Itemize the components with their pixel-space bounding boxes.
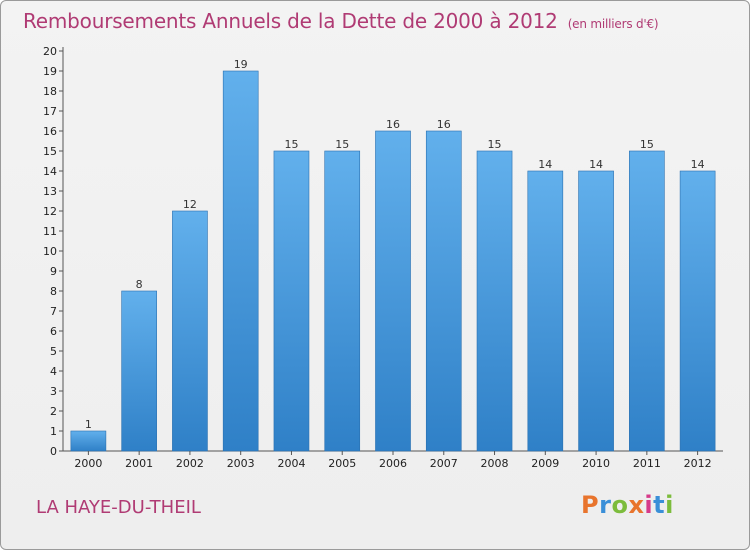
bar-value-label: 14 xyxy=(589,158,603,171)
bar xyxy=(679,170,716,452)
y-tick-label: 20 xyxy=(43,45,57,58)
bar xyxy=(222,70,259,452)
x-tick-label: 2009 xyxy=(531,457,559,470)
y-tick-label: 8 xyxy=(50,285,57,298)
x-tick-label: 2008 xyxy=(481,457,509,470)
bar-value-label: 1 xyxy=(85,418,92,431)
bar xyxy=(578,170,614,452)
bar-value-label: 15 xyxy=(640,138,654,151)
bar xyxy=(70,430,107,452)
x-tick-label: 2007 xyxy=(430,457,458,470)
y-tick-label: 14 xyxy=(43,165,57,178)
bar xyxy=(121,290,157,452)
y-tick-label: 17 xyxy=(43,105,57,118)
x-tick-label: 2003 xyxy=(227,457,255,470)
bar-value-label: 12 xyxy=(183,198,197,211)
bar xyxy=(172,210,208,452)
bar-value-label: 8 xyxy=(136,278,143,291)
y-tick-label: 12 xyxy=(43,205,57,218)
bar-value-label: 15 xyxy=(284,138,298,151)
bar-value-label: 16 xyxy=(437,118,451,131)
logo-letter: t xyxy=(653,491,666,519)
y-tick-label: 6 xyxy=(50,325,57,338)
logo-letter: P xyxy=(581,491,600,519)
y-tick-label: 5 xyxy=(50,345,57,358)
x-tick-label: 2002 xyxy=(176,457,204,470)
x-tick-label: 2001 xyxy=(125,457,153,470)
bar-value-label: 16 xyxy=(386,118,400,131)
y-tick-label: 11 xyxy=(43,225,57,238)
y-tick-label: 1 xyxy=(50,425,57,438)
bar xyxy=(527,170,564,452)
x-tick-label: 2000 xyxy=(74,457,102,470)
x-tick-label: 2004 xyxy=(277,457,305,470)
x-tick-label: 2011 xyxy=(633,457,661,470)
y-tick-label: 7 xyxy=(50,305,57,318)
bar-value-label: 15 xyxy=(488,138,502,151)
logo-letter: r xyxy=(599,491,612,519)
y-tick-label: 9 xyxy=(50,265,57,278)
chart-title: Remboursements Annuels de la Dette de 20… xyxy=(23,9,659,33)
bar xyxy=(324,150,361,452)
bar-value-label: 14 xyxy=(691,158,705,171)
proxiti-logo: Proxiti xyxy=(581,491,674,519)
bar xyxy=(425,130,462,452)
y-tick-label: 15 xyxy=(43,145,57,158)
bar-value-label: 19 xyxy=(234,58,248,71)
logo-letter: i xyxy=(644,491,654,519)
logo-letter: o xyxy=(611,491,629,519)
y-tick-label: 13 xyxy=(43,185,57,198)
y-tick-label: 0 xyxy=(50,445,57,458)
chart-unit: (en milliers d'€) xyxy=(567,17,659,31)
x-tick-label: 2012 xyxy=(684,457,712,470)
bar-value-label: 14 xyxy=(538,158,552,171)
y-tick-label: 10 xyxy=(43,245,57,258)
y-tick-label: 18 xyxy=(43,85,57,98)
y-tick-label: 19 xyxy=(43,65,57,78)
bar xyxy=(629,150,665,452)
y-tick-label: 4 xyxy=(50,365,57,378)
bar xyxy=(375,130,411,452)
x-tick-label: 2005 xyxy=(328,457,356,470)
bar xyxy=(476,150,513,452)
y-tick-label: 16 xyxy=(43,125,57,138)
bar-value-label: 15 xyxy=(335,138,349,151)
logo-letter: x xyxy=(628,491,645,519)
y-tick-label: 3 xyxy=(50,385,57,398)
x-tick-label: 2006 xyxy=(379,457,407,470)
y-tick-label: 2 xyxy=(50,405,57,418)
logo-letter: i xyxy=(665,491,674,519)
chart-title-text: Remboursements Annuels de la Dette de 20… xyxy=(23,9,558,33)
x-tick-label: 2010 xyxy=(582,457,610,470)
commune-name: LA HAYE-DU-THEIL xyxy=(36,497,201,518)
bar xyxy=(273,150,310,452)
